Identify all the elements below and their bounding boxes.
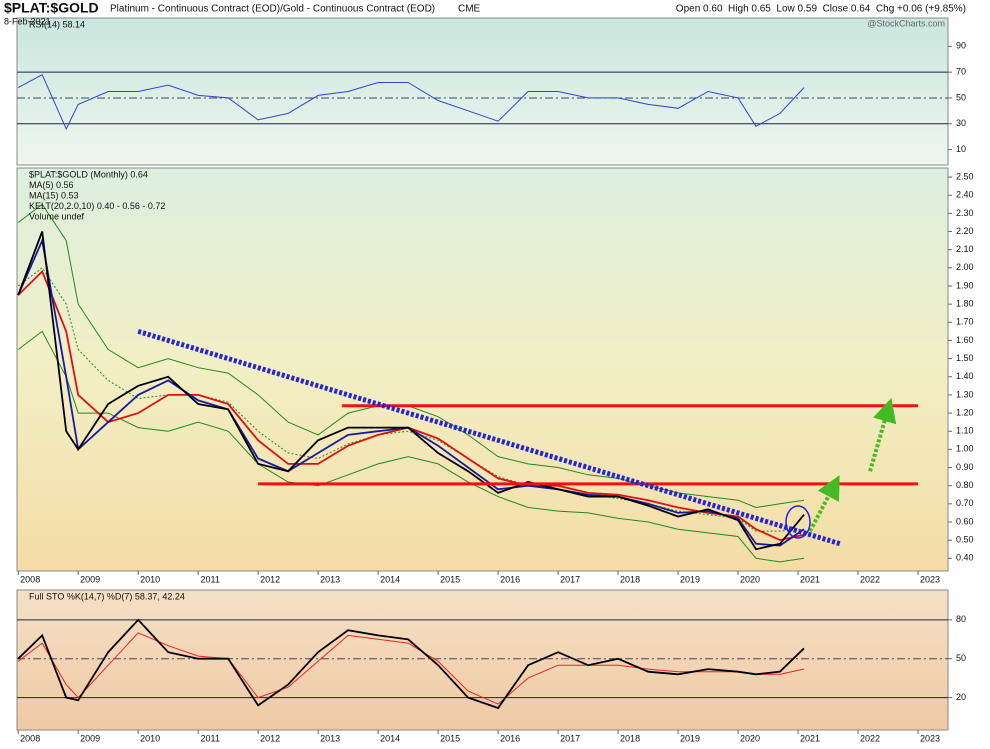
y-tick-label: 2.30 xyxy=(956,208,974,218)
y-tick-label: 50 xyxy=(956,92,966,102)
legend-entry: RSI(14) 58.14 xyxy=(29,19,85,29)
x-tick-label: 2017 xyxy=(560,733,580,743)
annotation-arrow xyxy=(868,397,897,472)
legend-entry: Volume undef xyxy=(29,211,85,221)
y-tick-label: 0.60 xyxy=(956,516,974,526)
x-tick-label: 2012 xyxy=(260,574,280,584)
y-tick-label: 1.60 xyxy=(956,335,974,345)
y-tick-label: 1.80 xyxy=(956,299,974,309)
credit: @StockCharts.com xyxy=(867,18,945,28)
x-tick-label: 2014 xyxy=(380,733,400,743)
x-tick-label: 2021 xyxy=(800,574,820,584)
x-tick-label: 2009 xyxy=(80,733,100,743)
x-tick-label: 2010 xyxy=(140,574,160,584)
x-tick-label: 2012 xyxy=(260,733,280,743)
legend-entry: MA(5) 0.56 xyxy=(29,180,74,190)
y-tick-label: 2.20 xyxy=(956,226,974,236)
x-tick-label: 2008 xyxy=(20,733,40,743)
x-tick-label: 2008 xyxy=(20,574,40,584)
y-tick-label: 2.10 xyxy=(956,244,974,254)
price-panel xyxy=(16,167,949,572)
y-tick-label: 1.50 xyxy=(956,353,974,363)
y-tick-label: 10 xyxy=(956,144,966,154)
y-tick-label: 1.40 xyxy=(956,371,974,381)
y-tick-label: 1.00 xyxy=(956,444,974,454)
x-tick-label: 2019 xyxy=(680,733,700,743)
legend-entry: MA(15) 0.53 xyxy=(29,190,79,200)
exchange: CME xyxy=(458,4,481,15)
sto-panel xyxy=(16,589,949,731)
y-tick-label: 1.90 xyxy=(956,280,974,290)
y-tick-label: 70 xyxy=(956,67,966,77)
series-line xyxy=(17,74,805,131)
symbol: $PLAT:$GOLD xyxy=(4,0,99,16)
x-tick-label: 2011 xyxy=(200,733,219,743)
y-tick-label: 0.40 xyxy=(956,553,974,563)
x-tick-label: 2010 xyxy=(140,733,160,743)
x-tick-label: 2015 xyxy=(440,574,460,584)
rsi-panel xyxy=(16,17,949,166)
x-tick-label: 2019 xyxy=(680,574,700,584)
y-tick-label: 20 xyxy=(956,692,966,702)
y-tick-label: 2.40 xyxy=(956,190,974,200)
x-tick-label: 2023 xyxy=(920,574,940,584)
highlight xyxy=(785,505,811,539)
y-tick-label: 0.50 xyxy=(956,535,974,545)
y-tick-label: 2.50 xyxy=(956,171,974,181)
legend-entry: KELT(20,2.0,10) 0.40 - 0.56 - 0.72 xyxy=(29,201,165,211)
x-tick-label: 2020 xyxy=(740,733,760,743)
x-tick-label: 2015 xyxy=(440,733,460,743)
x-tick-label: 2018 xyxy=(620,733,640,743)
description: Platinum - Continuous Contract (EOD)/Gol… xyxy=(110,4,435,15)
y-tick-label: 0.70 xyxy=(956,498,974,508)
legend-entry: Full STO %K(14,7) %D(7) 58.37, 42.24 xyxy=(29,591,185,601)
y-tick-label: 50 xyxy=(956,653,966,663)
y-tick-label: 2.00 xyxy=(956,262,974,272)
annotation-trend xyxy=(137,328,841,547)
x-tick-label: 2023 xyxy=(920,733,940,743)
legend-entry: $PLAT:$GOLD (Monthly) 0.64 xyxy=(29,169,148,179)
x-tick-label: 2016 xyxy=(500,733,520,743)
y-tick-label: 1.70 xyxy=(956,317,974,327)
series-line xyxy=(17,618,805,710)
x-tick-label: 2011 xyxy=(200,574,219,584)
series-line xyxy=(17,330,805,563)
x-tick-label: 2022 xyxy=(860,733,880,743)
y-tick-label: 1.20 xyxy=(956,407,974,417)
x-tick-label: 2009 xyxy=(80,574,100,584)
y-tick-label: 1.10 xyxy=(956,426,974,436)
y-tick-label: 0.80 xyxy=(956,480,974,490)
x-tick-label: 2021 xyxy=(800,733,820,743)
x-tick-label: 2013 xyxy=(320,574,340,584)
quote: Open 0.60 High 0.65 Low 0.59 Close 0.64 … xyxy=(676,4,966,15)
x-tick-label: 2022 xyxy=(860,574,880,584)
x-tick-label: 2018 xyxy=(620,574,640,584)
y-tick-label: 0.90 xyxy=(956,462,974,472)
y-tick-label: 30 xyxy=(956,118,966,128)
x-tick-label: 2013 xyxy=(320,733,340,743)
annotation-arrow xyxy=(808,475,840,532)
y-tick-label: 1.30 xyxy=(956,389,974,399)
y-tick-label: 80 xyxy=(956,614,966,624)
date: 8-Feb-2021 xyxy=(4,16,51,26)
x-tick-label: 2016 xyxy=(500,574,520,584)
x-tick-label: 2014 xyxy=(380,574,400,584)
y-tick-label: 90 xyxy=(956,41,966,51)
x-tick-label: 2017 xyxy=(560,574,580,584)
x-tick-label: 2020 xyxy=(740,574,760,584)
series-line xyxy=(17,231,805,551)
